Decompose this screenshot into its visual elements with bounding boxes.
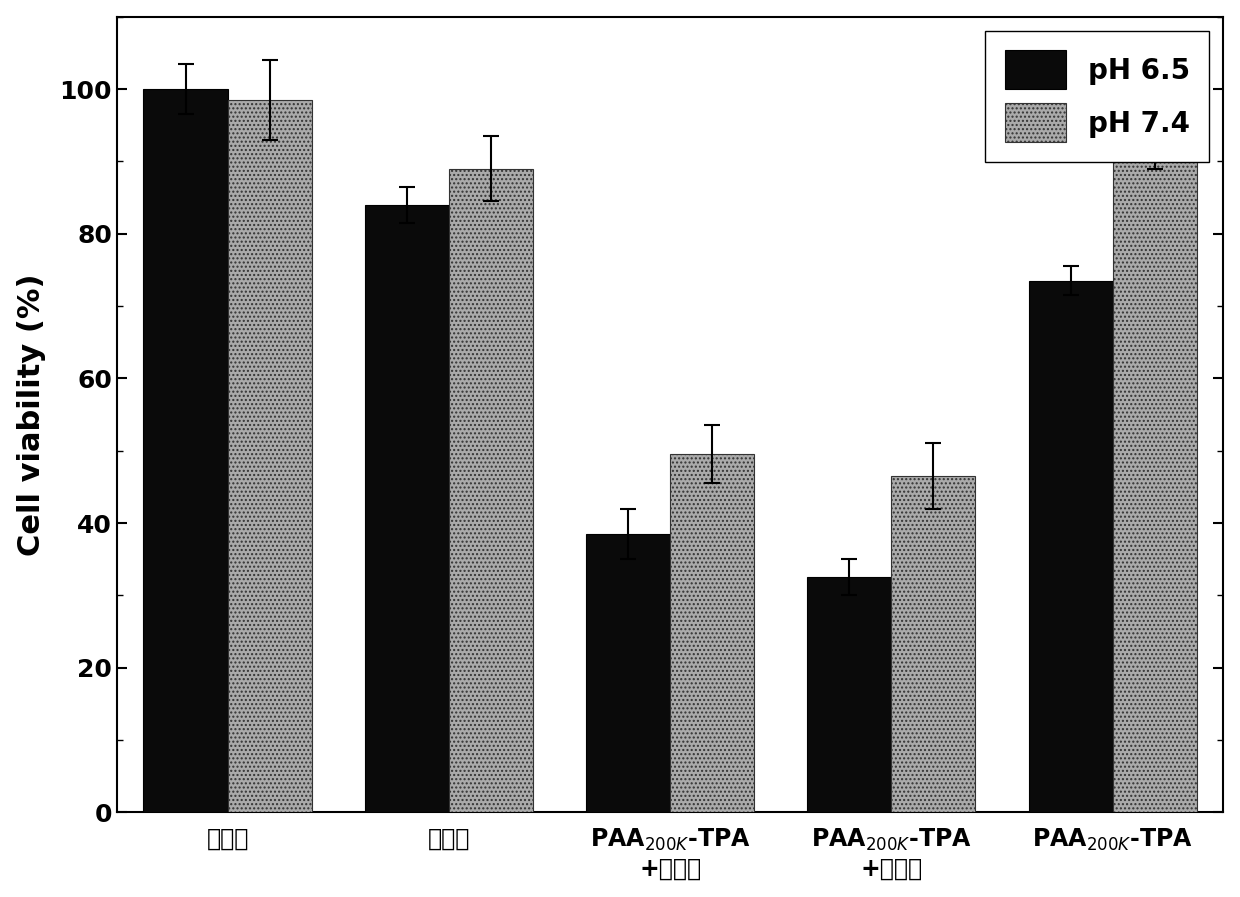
Bar bbox=[892, 476, 976, 813]
Bar bbox=[365, 205, 449, 813]
Bar bbox=[228, 100, 311, 813]
Bar bbox=[807, 578, 892, 813]
Bar bbox=[1029, 281, 1112, 813]
Bar bbox=[1112, 144, 1197, 813]
Y-axis label: Cell viability (%): Cell viability (%) bbox=[16, 274, 46, 556]
Bar bbox=[587, 534, 670, 813]
Bar bbox=[670, 455, 754, 813]
Legend: pH 6.5, pH 7.4: pH 6.5, pH 7.4 bbox=[985, 30, 1209, 162]
Bar bbox=[144, 89, 228, 813]
Bar bbox=[449, 169, 533, 813]
